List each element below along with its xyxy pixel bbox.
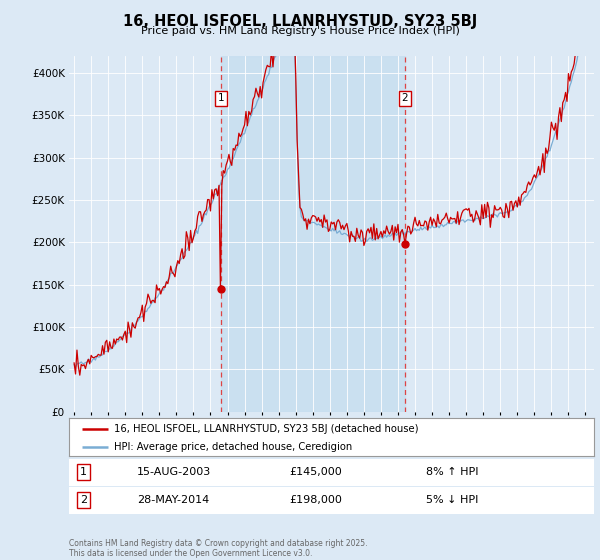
Text: Price paid vs. HM Land Registry's House Price Index (HPI): Price paid vs. HM Land Registry's House … xyxy=(140,26,460,36)
Text: 1: 1 xyxy=(80,468,87,477)
Text: £198,000: £198,000 xyxy=(290,496,343,505)
Bar xyxy=(221,56,405,412)
Text: 8% ↑ HPI: 8% ↑ HPI xyxy=(426,468,479,477)
Text: 28-MAY-2014: 28-MAY-2014 xyxy=(137,496,209,505)
Text: 1: 1 xyxy=(218,94,224,104)
Text: 16, HEOL ISFOEL, LLANRHYSTUD, SY23 5BJ (detached house): 16, HEOL ISFOEL, LLANRHYSTUD, SY23 5BJ (… xyxy=(113,424,418,434)
Text: 15-AUG-2003: 15-AUG-2003 xyxy=(137,468,212,477)
Text: 2: 2 xyxy=(401,94,408,104)
Text: Contains HM Land Registry data © Crown copyright and database right 2025.
This d: Contains HM Land Registry data © Crown c… xyxy=(69,539,367,558)
Text: HPI: Average price, detached house, Ceredigion: HPI: Average price, detached house, Cere… xyxy=(113,442,352,452)
Text: 5% ↓ HPI: 5% ↓ HPI xyxy=(426,496,478,505)
Text: 16, HEOL ISFOEL, LLANRHYSTUD, SY23 5BJ: 16, HEOL ISFOEL, LLANRHYSTUD, SY23 5BJ xyxy=(123,14,477,29)
Text: £145,000: £145,000 xyxy=(290,468,342,477)
Text: 2: 2 xyxy=(80,496,87,505)
